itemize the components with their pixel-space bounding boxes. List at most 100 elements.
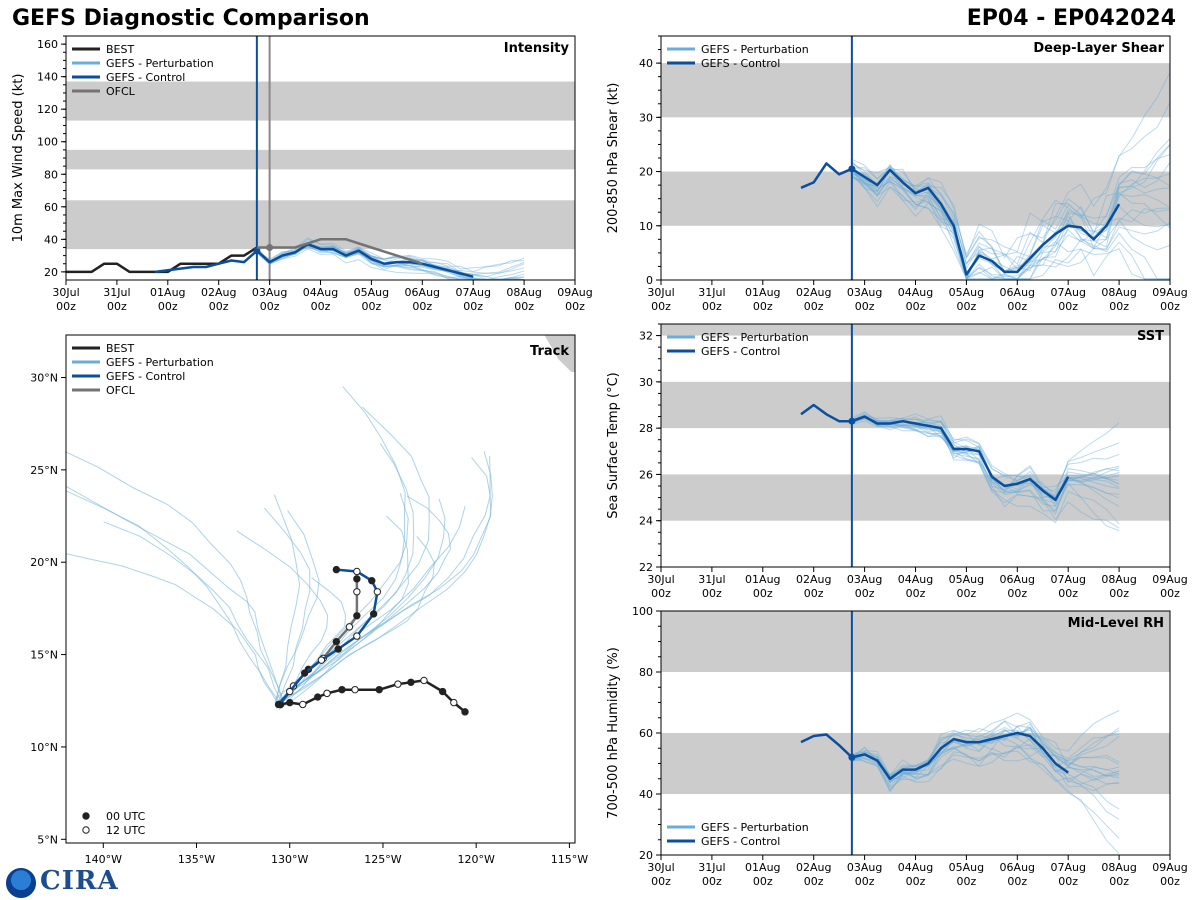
rh-legend-label: GEFS - Perturbation xyxy=(701,821,809,834)
shear-perturbation-line xyxy=(851,158,1170,280)
shear-xtick-sublabel: 00z xyxy=(1058,300,1078,313)
rh-xtick-sublabel: 00z xyxy=(1109,875,1129,888)
track-gefs-control-point xyxy=(368,576,376,585)
track-best-point xyxy=(314,693,322,701)
intensity-xtick-sublabel: 00z xyxy=(362,300,382,313)
rh-xtick-label: 01Aug xyxy=(745,861,780,874)
rh-gefs-control-marker xyxy=(848,753,856,761)
intensity-band xyxy=(66,149,575,170)
track-perturbation-line xyxy=(274,510,320,703)
track-xtick-label: 130°W xyxy=(271,853,308,866)
intensity-xtick-label: 02Aug xyxy=(201,286,236,299)
sst-xtick-sublabel: 00z xyxy=(957,587,977,600)
shear-xtick-sublabel: 00z xyxy=(702,300,722,313)
storm-id: EP04 - EP042024 xyxy=(966,6,1176,31)
land-shape xyxy=(544,335,575,372)
intensity-legend-label: OFCL xyxy=(106,85,136,98)
intensity-ofcl-line xyxy=(256,238,423,265)
sst-band xyxy=(661,381,1170,429)
track-legend-label: OFCL xyxy=(106,384,136,397)
shear-xtick-label: 31Jul xyxy=(698,286,725,299)
rh-perturbation-line xyxy=(851,726,1120,793)
rh-perturbation-line xyxy=(851,750,1120,839)
shear-plot-area xyxy=(661,36,1170,280)
shear-legend-label: GEFS - Control xyxy=(701,57,780,70)
track-ofcl-point xyxy=(353,612,361,620)
track-perturbation-line xyxy=(278,495,452,711)
intensity-ytick-label: 40 xyxy=(44,233,58,246)
sst-gefs-control-line xyxy=(800,403,1070,502)
sst-ytick-label: 28 xyxy=(639,422,653,435)
shear-panel: 01020304030Jul00z31Jul00z01Aug00z02Aug00… xyxy=(606,35,1188,313)
rh-plot-area xyxy=(661,611,1170,855)
sst-legend-label: GEFS - Perturbation xyxy=(701,331,809,344)
track-perturbation-line xyxy=(279,455,491,701)
track-perturbation-line xyxy=(273,494,301,708)
track-perturbation-line xyxy=(103,521,283,705)
intensity-ofcl-marker xyxy=(266,243,274,251)
rh-xtick-sublabel: 00z xyxy=(702,875,722,888)
track-ofcl-point xyxy=(353,575,361,583)
sst-xtick-label: 30Jul xyxy=(647,573,674,586)
intensity-xtick-sublabel: 00z xyxy=(514,300,534,313)
rh-xtick-sublabel: 00z xyxy=(804,875,824,888)
intensity-xtick-label: 08Aug xyxy=(506,286,541,299)
shear-perturbation-line xyxy=(851,168,1170,280)
track-gefs-control-point xyxy=(300,669,309,677)
intensity-xtick-sublabel: 00z xyxy=(412,300,432,313)
rh-xtick-label: 02Aug xyxy=(796,861,831,874)
sst-xtick-sublabel: 00z xyxy=(1058,587,1078,600)
intensity-xtick-sublabel: 00z xyxy=(158,300,178,313)
sst-perturbation-line xyxy=(851,418,1120,532)
intensity-xtick-label: 03Aug xyxy=(252,286,287,299)
rh-band xyxy=(661,733,1170,794)
rh-perturbation-line xyxy=(851,710,1120,778)
rh-xtick-sublabel: 00z xyxy=(957,875,977,888)
intensity-panel-label: Intensity xyxy=(504,41,570,56)
sst-ylabel: Sea Surface Temp (°C) xyxy=(606,372,621,519)
track-best-point xyxy=(450,698,458,707)
rh-ylabel: 700-500 hPa Humidity (%) xyxy=(606,647,621,819)
intensity-xtick-sublabel: 00z xyxy=(56,300,76,313)
shear-ytick-label: 30 xyxy=(639,111,653,124)
track-ytick-label: 20°N xyxy=(30,556,58,569)
track-legend-label: BEST xyxy=(106,342,134,355)
track-gefs-control-point xyxy=(353,632,361,640)
sst-panel: 22242628303230Jul00z31Jul00z01Aug00z02Au… xyxy=(606,323,1188,600)
rh-panel: 2040608010030Jul00z31Jul00z01Aug00z02Aug… xyxy=(606,605,1188,888)
sst-xtick-label: 01Aug xyxy=(745,573,780,586)
shear-perturbation-line xyxy=(851,102,1170,273)
intensity-ytick-label: 120 xyxy=(37,103,58,116)
sst-legend-label: GEFS - Control xyxy=(701,345,780,358)
shear-perturbation-line xyxy=(851,168,1170,272)
track-perturbation-line xyxy=(280,451,493,700)
shear-ytick-label: 10 xyxy=(639,220,653,233)
intensity-xtick-label: 30Jul xyxy=(52,286,79,299)
sst-xtick-sublabel: 00z xyxy=(855,587,875,600)
rh-xtick-sublabel: 00z xyxy=(906,875,926,888)
intensity-xtick-label: 09Aug xyxy=(557,286,592,299)
track-best-point xyxy=(394,680,402,688)
shear-perturbation-line xyxy=(851,143,1170,260)
track-gefs-control-point xyxy=(334,645,342,653)
track-xtick-label: 125°W xyxy=(364,853,401,866)
sst-frame xyxy=(660,323,1171,568)
shear-xtick-sublabel: 00z xyxy=(1160,300,1180,313)
track-best-point xyxy=(299,700,307,709)
shear-xtick-sublabel: 00z xyxy=(1007,300,1027,313)
track-legend-label: GEFS - Control xyxy=(106,370,185,383)
track-ofcl-point xyxy=(345,623,354,631)
track-gefs-control-point xyxy=(317,656,326,664)
sst-perturbation-line xyxy=(851,413,1120,489)
rh-xtick-sublabel: 00z xyxy=(1007,875,1027,888)
shear-xtick-sublabel: 00z xyxy=(804,300,824,313)
rh-ytick-label: 20 xyxy=(639,849,653,862)
intensity-xtick-sublabel: 00z xyxy=(107,300,127,313)
rh-perturbation-line xyxy=(851,729,1120,784)
rh-xtick-label: 08Aug xyxy=(1101,861,1136,874)
intensity-perturbation-line xyxy=(256,237,525,278)
sst-xtick-label: 04Aug xyxy=(898,573,933,586)
rh-gefs-control-line xyxy=(800,731,1069,781)
sst-perturbation-line xyxy=(851,420,1120,504)
intensity-panel: 2040608010012014016030Jul00z31Jul00z01Au… xyxy=(11,35,593,313)
